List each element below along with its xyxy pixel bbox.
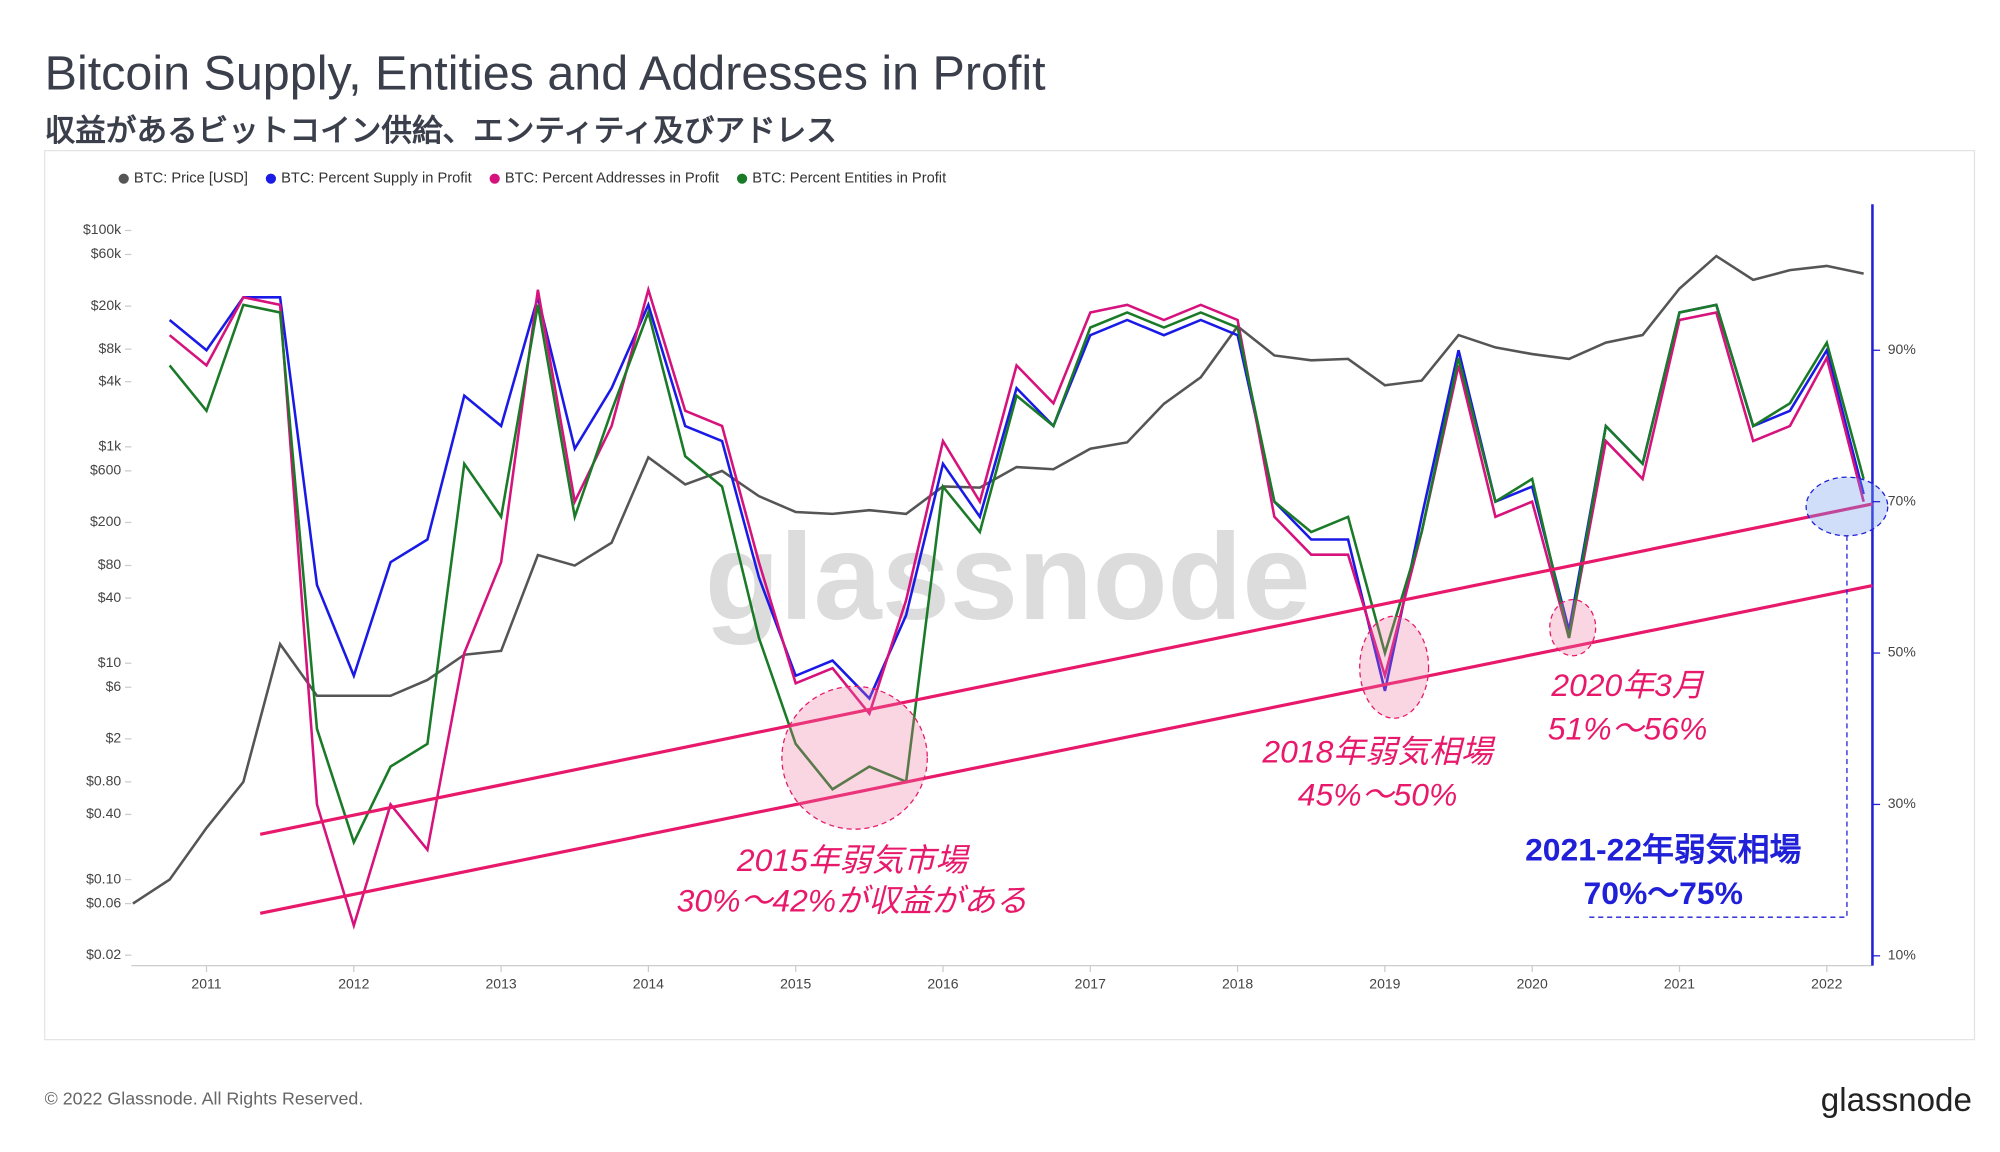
annotation: 70%～75% — [1584, 875, 1743, 911]
logo: glassnode — [1821, 1082, 1972, 1119]
legend-marker — [489, 173, 500, 184]
annotation: 2015年弱気市場 — [736, 842, 970, 878]
annotation: 2020年3月 — [1550, 667, 1705, 703]
annotation-shapes — [259, 476, 1889, 918]
series-line — [168, 303, 1865, 846]
series-line — [132, 254, 1864, 905]
highlight — [781, 685, 928, 830]
y-tick-label: $100k — [83, 221, 122, 237]
highlight — [1805, 476, 1889, 537]
y2-tick-label: 10% — [1888, 947, 1916, 963]
annotation: 51%～56% — [1548, 710, 1707, 746]
legend-marker — [118, 173, 129, 184]
annotation: 2018年弱気相場 — [1261, 733, 1495, 769]
annotation: 45%～50% — [1298, 777, 1457, 813]
highlight — [1549, 598, 1597, 657]
y-tick-label: $0.40 — [86, 805, 121, 821]
legend-label: BTC: Percent Entities in Profit — [752, 171, 946, 187]
y2-tick-label: 50% — [1888, 644, 1916, 660]
legend-label: BTC: Price [USD] — [134, 171, 248, 187]
x-tick-label: 2019 — [1369, 976, 1400, 992]
y-tick-label: $60k — [91, 245, 122, 261]
x-tick-label: 2022 — [1811, 976, 1842, 992]
y2-tick-label: 90% — [1888, 341, 1916, 357]
x-tick-label: 2016 — [927, 976, 958, 992]
y-tick-label: $6 — [106, 678, 122, 694]
legend-label: BTC: Percent Addresses in Profit — [505, 171, 719, 187]
footer: © 2022 Glassnode. All Rights Reserved. — [45, 1088, 364, 1108]
trend-line — [259, 584, 1873, 915]
watermark: glassnode — [705, 508, 1311, 645]
x-tick-label: 2018 — [1222, 976, 1253, 992]
legend-label: BTC: Percent Supply in Profit — [281, 171, 472, 187]
y-tick-label: $1k — [99, 438, 123, 454]
x-tick-label: 2014 — [633, 976, 664, 992]
y-tick-label: $40 — [98, 589, 122, 605]
legend-marker — [265, 173, 277, 184]
x-tick-label: 2011 — [191, 976, 221, 992]
y-tick-label: $0.80 — [86, 773, 121, 789]
y-tick-label: $200 — [90, 513, 121, 529]
y-tick-label: $20k — [91, 297, 122, 313]
y-tick-label: $80 — [98, 556, 122, 572]
chart-title: Bitcoin Supply, Entities and Addresses i… — [45, 46, 1047, 100]
annotation: 30%～42%が収益がある — [677, 883, 1028, 919]
x-tick-label: 2012 — [338, 976, 369, 992]
y-tick-label: $4k — [99, 372, 123, 388]
y-tick-label: $2 — [106, 730, 122, 746]
legend-marker — [736, 173, 748, 184]
x-tick-label: 2015 — [780, 976, 811, 992]
x-tick-label: 2017 — [1075, 976, 1106, 992]
trend-line — [259, 502, 1873, 836]
highlight — [1359, 615, 1430, 719]
y-tick-label: $600 — [90, 462, 121, 478]
annotation: 2021-22年弱気相場 — [1525, 832, 1801, 868]
x-tick-label: 2013 — [486, 976, 517, 992]
x-tick-label: 2020 — [1517, 976, 1548, 992]
connector — [1588, 535, 1848, 918]
y-tick-label: $10 — [98, 654, 122, 670]
chart-frame — [44, 149, 1976, 1041]
y-tick-label: $0.10 — [86, 870, 121, 886]
chart-subtitle: 収益があるビットコイン供給、エンティティ及びアドレス — [45, 113, 837, 148]
y2-tick-label: 30% — [1888, 795, 1916, 811]
x-tick-label: 2021 — [1664, 976, 1695, 992]
y2-tick-label: 70% — [1888, 492, 1916, 508]
y-tick-label: $8k — [99, 340, 123, 356]
y-tick-label: $0.06 — [86, 894, 121, 910]
y-tick-label: $0.02 — [86, 946, 121, 962]
